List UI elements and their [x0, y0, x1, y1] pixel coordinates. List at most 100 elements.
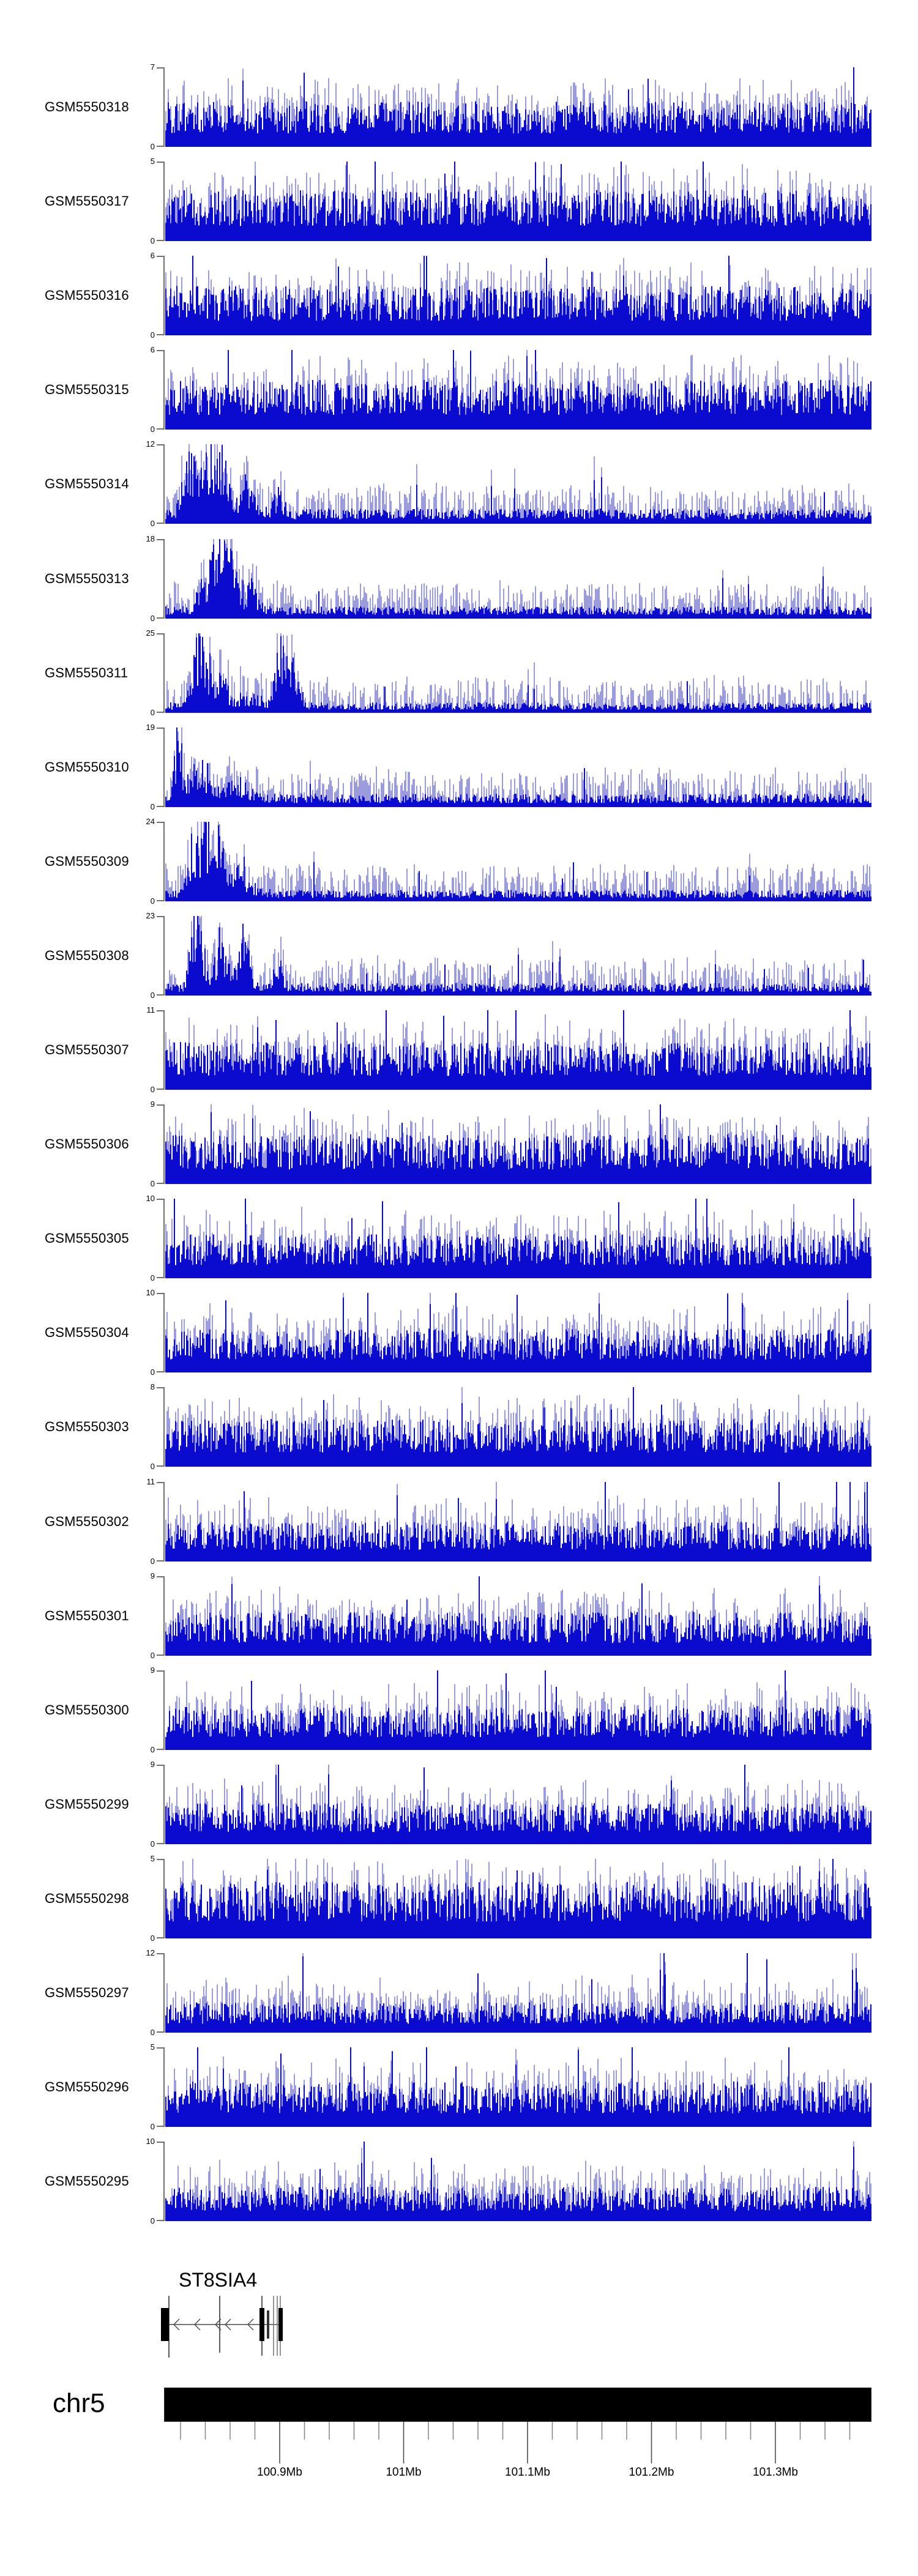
y-axis-max-label: 5	[150, 1854, 155, 1863]
coverage-track-row: GSM5550300 9 0	[0, 1666, 918, 1754]
y-axis-max-label: 11	[146, 1477, 155, 1486]
y-axis-top-tick	[157, 1670, 164, 1672]
coverage-bars-dark	[165, 2047, 871, 2127]
y-axis-max-label: 24	[146, 817, 155, 826]
y-axis-max-label: 10	[146, 2137, 155, 2146]
y-axis-zero-label: 0	[150, 330, 155, 340]
coverage-plot	[165, 1765, 871, 1844]
sample-label: GSM5550295	[45, 2173, 129, 2189]
coverage-track-row: GSM5550305 10 0	[0, 1194, 918, 1282]
coverage-track-row: GSM5550309 24 0	[0, 817, 918, 906]
y-axis-bottom-tick	[157, 712, 164, 713]
y-axis-line	[163, 1387, 165, 1467]
sample-label: GSM5550318	[45, 99, 129, 114]
y-axis-bottom-tick	[157, 1277, 164, 1278]
coverage-bars-dark	[165, 1199, 871, 1278]
sample-label: GSM5550303	[45, 1419, 129, 1434]
sample-label: GSM5550306	[45, 1136, 129, 1152]
coverage-bars-dark	[165, 256, 871, 335]
sample-label: GSM5550310	[45, 759, 129, 775]
y-axis-zero-label: 0	[150, 1934, 155, 1943]
y-axis-bottom-tick	[157, 1749, 164, 1750]
y-axis-top-tick	[157, 1293, 164, 1294]
y-axis-max-label: 9	[150, 1100, 155, 1109]
sample-label: GSM5550308	[45, 948, 129, 963]
y-axis-zero-label: 0	[150, 425, 155, 434]
sample-label: GSM5550297	[45, 1985, 129, 2000]
y-axis-bottom-tick	[157, 334, 164, 335]
coverage-plot	[165, 1387, 871, 1467]
y-axis-zero-label: 0	[150, 2216, 155, 2225]
y-axis-line	[163, 67, 165, 147]
y-axis-line	[163, 728, 165, 807]
coverage-bars-dark	[165, 444, 871, 524]
coverage-track-row: GSM5550301 9 0	[0, 1571, 918, 1660]
y-axis-zero-label: 0	[150, 236, 155, 245]
y-axis-max-label: 6	[150, 251, 155, 260]
coverage-track-row: GSM5550318 7 0	[0, 62, 918, 151]
coverage-plot	[165, 1576, 871, 1656]
y-axis-top-tick	[157, 2047, 164, 2049]
coverage-track-row: GSM5550297 12 0	[0, 1948, 918, 2037]
exon-box	[278, 2308, 283, 2341]
coverage-track-row: GSM5550303 8 0	[0, 1382, 918, 1471]
coverage-plot	[165, 1953, 871, 2033]
coverage-track-row: GSM5550310 19 0	[0, 723, 918, 811]
sample-label: GSM5550307	[45, 1042, 129, 1057]
y-axis-max-label: 9	[150, 1666, 155, 1675]
exon-box	[259, 2308, 264, 2341]
y-axis-max-label: 8	[150, 1382, 155, 1391]
sample-label: GSM5550315	[45, 382, 129, 397]
coverage-bars-light	[165, 539, 871, 619]
y-axis-max-label: 5	[150, 157, 155, 166]
coverage-track-row: GSM5550311 25 0	[0, 628, 918, 717]
y-axis-max-label: 12	[146, 1948, 155, 1957]
y-axis-bottom-tick	[157, 1655, 164, 1656]
sample-label: GSM5550305	[45, 1230, 129, 1246]
y-axis-top-tick	[157, 822, 164, 823]
coverage-bars-dark	[165, 350, 871, 430]
sample-label: GSM5550301	[45, 1608, 129, 1623]
y-axis-max-label: 18	[146, 534, 155, 543]
y-axis-bottom-tick	[157, 900, 164, 901]
y-axis-line	[163, 822, 165, 901]
coverage-plot	[165, 1104, 871, 1184]
coverage-plot	[165, 1859, 871, 1938]
strand-arrow-icon	[225, 2318, 231, 2331]
y-axis-top-tick	[157, 1199, 164, 1200]
coverage-track-row: GSM5550302 11 0	[0, 1477, 918, 1566]
coverage-plot	[165, 1293, 871, 1372]
axis-coordinate-label: 101.1Mb	[505, 2466, 550, 2479]
coverage-track-row: GSM5550313 18 0	[0, 534, 918, 623]
coverage-bars-dark	[165, 1387, 871, 1467]
y-axis-zero-label: 0	[150, 802, 155, 811]
coverage-plot	[165, 350, 871, 430]
y-axis-bottom-tick	[157, 806, 164, 807]
y-axis-line	[163, 1293, 165, 1372]
exon-box	[267, 2310, 269, 2339]
coverage-bars-dark	[165, 728, 871, 807]
coverage-bars-light	[165, 728, 871, 807]
y-axis-max-label: 5	[150, 2042, 155, 2052]
strand-arrow-icon	[194, 2318, 201, 2331]
axis-coordinate-label: 101Mb	[386, 2466, 421, 2479]
coverage-bars-dark	[165, 916, 871, 996]
y-axis-bottom-tick	[157, 2220, 164, 2221]
axis-coordinate-label: 101.2Mb	[629, 2466, 674, 2479]
y-axis-bottom-tick	[157, 1371, 164, 1372]
sample-label: GSM5550317	[45, 193, 129, 209]
y-axis-bottom-tick	[157, 1560, 164, 1562]
sample-label: GSM5550304	[45, 1325, 129, 1340]
y-axis-line	[163, 1199, 165, 1278]
y-axis-bottom-tick	[157, 1183, 164, 1184]
y-axis-max-label: 25	[146, 628, 155, 638]
y-axis-line	[163, 1670, 165, 1750]
coverage-track-row: GSM5550316 6 0	[0, 251, 918, 340]
y-axis-top-tick	[157, 2142, 164, 2143]
genome-axis-svg: 100.9Mb 101Mb 101.1Mb 101.2Mb 101.3Mb	[180, 2422, 851, 2479]
y-axis-top-tick	[157, 350, 164, 351]
coverage-plot	[165, 1199, 871, 1278]
coverage-bars-dark	[165, 1010, 871, 1090]
sample-label: GSM5550302	[45, 1514, 129, 1529]
sample-label: GSM5550309	[45, 854, 129, 869]
